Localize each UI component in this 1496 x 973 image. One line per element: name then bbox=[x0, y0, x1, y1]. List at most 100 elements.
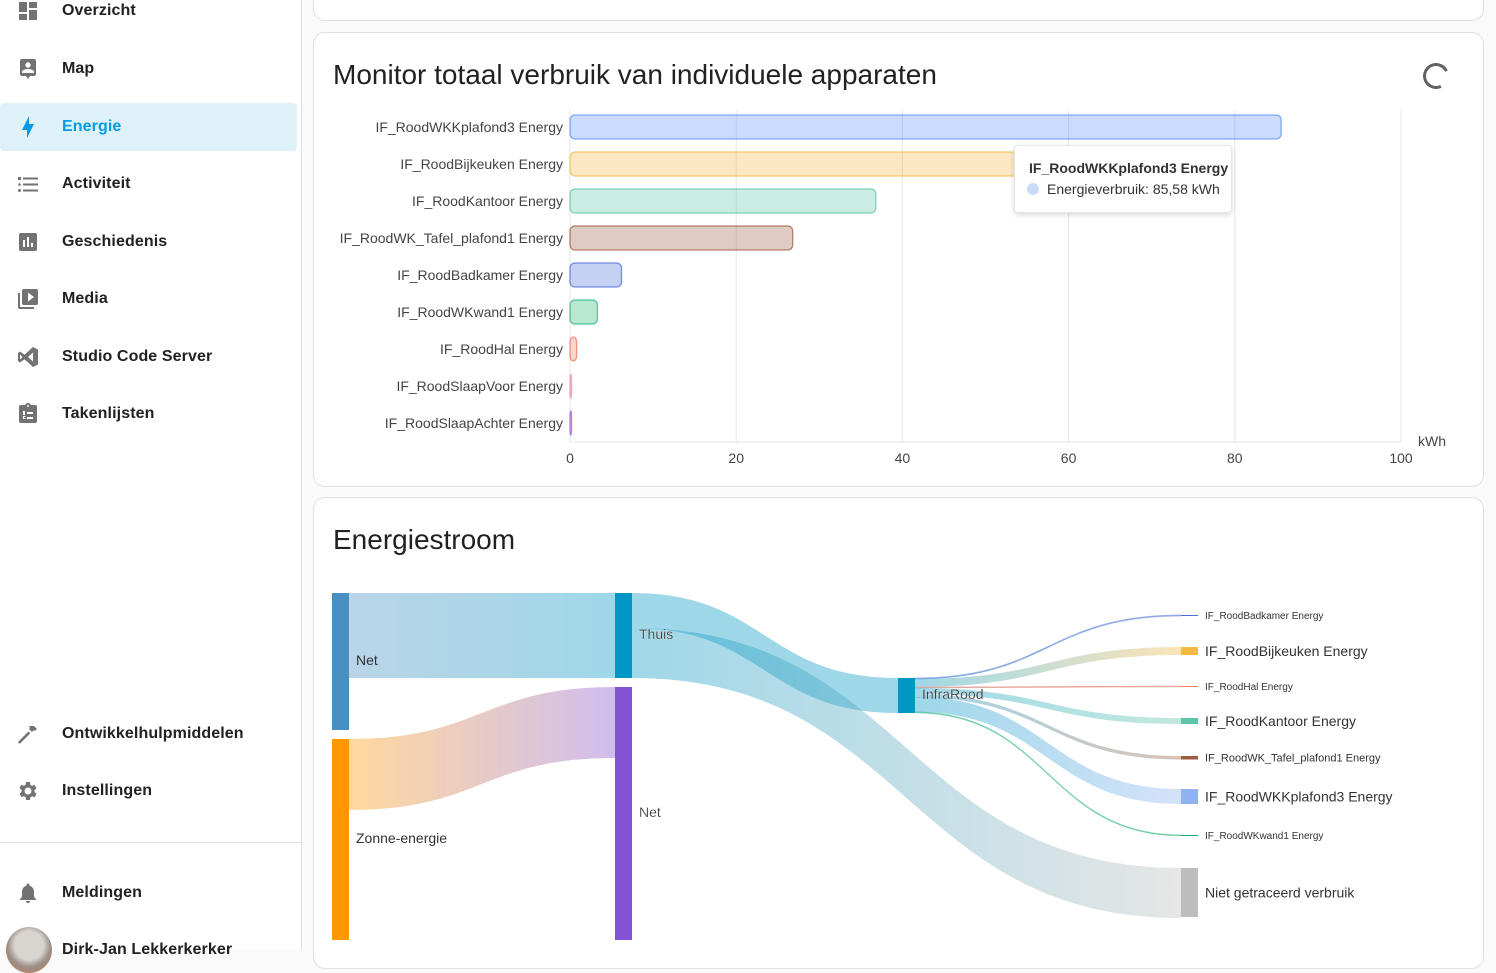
previous-card bbox=[313, 0, 1484, 21]
sidebar-item-label: Energie bbox=[62, 118, 122, 135]
sankey-node-label: Niet getraceerd verbruik bbox=[1205, 885, 1355, 901]
sankey-node-label: Zonne-energie bbox=[356, 830, 447, 846]
sidebar-item-meldingen[interactable]: Meldingen bbox=[0, 869, 297, 917]
sidebar-item-label: Ontwikkelhulpmiddelen bbox=[62, 725, 244, 742]
sidebar-item-instellingen[interactable]: Instellingen bbox=[0, 767, 297, 815]
y-category-label: IF_RoodKantoor Energy bbox=[412, 193, 563, 209]
sankey-node bbox=[1181, 647, 1198, 655]
sankey-node bbox=[615, 593, 632, 678]
sidebar-item-takenlijsten[interactable]: Takenlijsten bbox=[0, 390, 297, 438]
sidebar-item-overzicht[interactable]: Overzicht bbox=[0, 0, 297, 35]
y-category-label: IF_RoodSlaapVoor Energy bbox=[396, 378, 563, 394]
y-category-label: IF_RoodBijkeuken Energy bbox=[400, 156, 563, 172]
sankey-node bbox=[898, 678, 915, 713]
x-axis-label: kWh bbox=[1418, 433, 1446, 449]
sankey-node bbox=[1181, 686, 1198, 687]
sankey-node bbox=[1181, 789, 1198, 804]
bar bbox=[569, 262, 623, 288]
map-person-icon bbox=[20, 59, 36, 79]
bar bbox=[569, 336, 578, 362]
sidebar-item-media[interactable]: Media bbox=[0, 275, 297, 323]
dashboard-icon bbox=[19, 2, 37, 20]
tooltip-title: IF_RoodWKKplafond3 Energy bbox=[1029, 160, 1229, 176]
x-tick-label: 100 bbox=[1389, 450, 1413, 466]
sidebar-item-activiteit[interactable]: Activiteit bbox=[0, 160, 297, 208]
sankey-node-label: Net bbox=[356, 652, 378, 668]
vscode-icon bbox=[18, 347, 38, 367]
chart-box-icon bbox=[19, 233, 37, 251]
hammer-icon bbox=[18, 726, 37, 744]
x-tick-label: 0 bbox=[566, 450, 574, 466]
play-box-icon bbox=[18, 289, 38, 309]
gear-icon bbox=[19, 782, 37, 800]
x-tick-label: 60 bbox=[1061, 450, 1077, 466]
y-category-label: IF_RoodSlaapAchter Energy bbox=[385, 415, 563, 431]
sankey-link bbox=[915, 688, 1181, 724]
sidebar-item-label: Instellingen bbox=[62, 782, 153, 799]
list-icon bbox=[17, 177, 38, 192]
sidebar-item-label: Geschiedenis bbox=[62, 233, 168, 250]
sankey-node bbox=[1181, 868, 1198, 917]
chart-tooltip: IF_RoodWKKplafond3 Energy Energieverbrui… bbox=[1014, 145, 1232, 213]
x-tick-label: 80 bbox=[1227, 450, 1243, 466]
sidebar-item-ontwikkelhulpmiddelen[interactable]: Ontwikkelhulpmiddelen bbox=[0, 710, 297, 758]
card-title: Monitor totaal verbruik van individuele … bbox=[333, 59, 937, 90]
sankey-node-label: IF_RoodWKKplafond3 Energy bbox=[1205, 789, 1393, 805]
sankey-node-label: IF_RoodBadkamer Energy bbox=[1205, 611, 1323, 622]
sankey-node-label: IF_RoodKantoor Energy bbox=[1205, 713, 1356, 729]
bar bbox=[569, 299, 599, 325]
sankey-link bbox=[915, 697, 1181, 804]
x-tick-label: 20 bbox=[728, 450, 744, 466]
sidebar-divider bbox=[0, 842, 301, 843]
sankey-node bbox=[615, 687, 632, 940]
sankey-node-label: IF_RoodWKwand1 Energy bbox=[1205, 831, 1323, 842]
sankey-node-label: Thuis bbox=[639, 626, 673, 642]
y-category-label: IF_RoodBadkamer Energy bbox=[397, 267, 563, 283]
sankey-node-label: IF_RoodHal Energy bbox=[1205, 682, 1293, 693]
clipboard-list-icon bbox=[19, 403, 37, 423]
y-category-label: IF_RoodHal Energy bbox=[440, 341, 563, 357]
y-category-label: IF_RoodWKwand1 Energy bbox=[397, 304, 563, 320]
sankey-node bbox=[1181, 718, 1198, 724]
sidebar-item-label: Takenlijsten bbox=[62, 405, 155, 422]
tooltip-series-dot bbox=[1027, 183, 1039, 195]
sankey-node-label: IF_RoodWK_Tafel_plafond1 Energy bbox=[1205, 753, 1381, 765]
device-consumption-card: Monitor totaal verbruik van individuele … bbox=[313, 32, 1484, 487]
sidebar-item-geschiedenis[interactable]: Geschiedenis bbox=[0, 218, 297, 266]
bar bbox=[569, 373, 573, 399]
card-title: Energiestroom bbox=[333, 524, 516, 555]
sidebar-item-label: Activiteit bbox=[62, 175, 131, 192]
bar bbox=[569, 410, 573, 436]
bell-icon bbox=[20, 883, 36, 903]
sankey-node bbox=[1181, 615, 1198, 616]
y-category-label: IF_RoodWKKplafond3 Energy bbox=[375, 119, 563, 135]
sidebar-item-energie[interactable]: Energie bbox=[0, 103, 297, 151]
sankey-node bbox=[332, 739, 349, 940]
bar bbox=[569, 225, 794, 251]
sankey-link bbox=[349, 593, 615, 678]
sankey-node bbox=[1181, 756, 1198, 760]
energy-sankey-diagram: Net Zonne-energie Thuis Net InfraRood IF_Rood… bbox=[332, 593, 1393, 940]
sankey-link bbox=[632, 628, 1181, 918]
sidebar-item-label: Meldingen bbox=[62, 884, 143, 901]
sidebar-item-label: Overzicht bbox=[62, 2, 136, 19]
bar bbox=[569, 188, 877, 214]
sidebar-item-map[interactable]: Map bbox=[0, 45, 297, 93]
device-bar-chart: 0 20 40 60 80 100 kWh IF_RoodWKKplafond3 Energy… bbox=[340, 110, 1446, 466]
sidebar: Overzicht Map Energie Activiteit Geschie… bbox=[0, 0, 302, 973]
sankey-node-label: IF_RoodBijkeuken Energy bbox=[1205, 643, 1368, 659]
sankey-node bbox=[1181, 835, 1198, 836]
sankey-link bbox=[915, 694, 1181, 760]
sankey-node-label: Net bbox=[639, 804, 661, 820]
sankey-link bbox=[349, 687, 615, 810]
sidebar-item-label: Studio Code Server bbox=[62, 348, 213, 365]
sankey-node-label: InfraRood bbox=[922, 686, 983, 702]
sidebar-item-label: Media bbox=[62, 290, 108, 307]
sidebar-item-studio-code-server[interactable]: Studio Code Server bbox=[0, 333, 297, 381]
tooltip-value: Energieverbruik: 85,58 kWh bbox=[1047, 181, 1220, 197]
x-tick-label: 40 bbox=[895, 450, 911, 466]
sankey-node bbox=[332, 593, 349, 730]
sankey-link bbox=[915, 647, 1181, 687]
bar bbox=[569, 114, 1282, 140]
lightning-icon bbox=[22, 116, 34, 138]
